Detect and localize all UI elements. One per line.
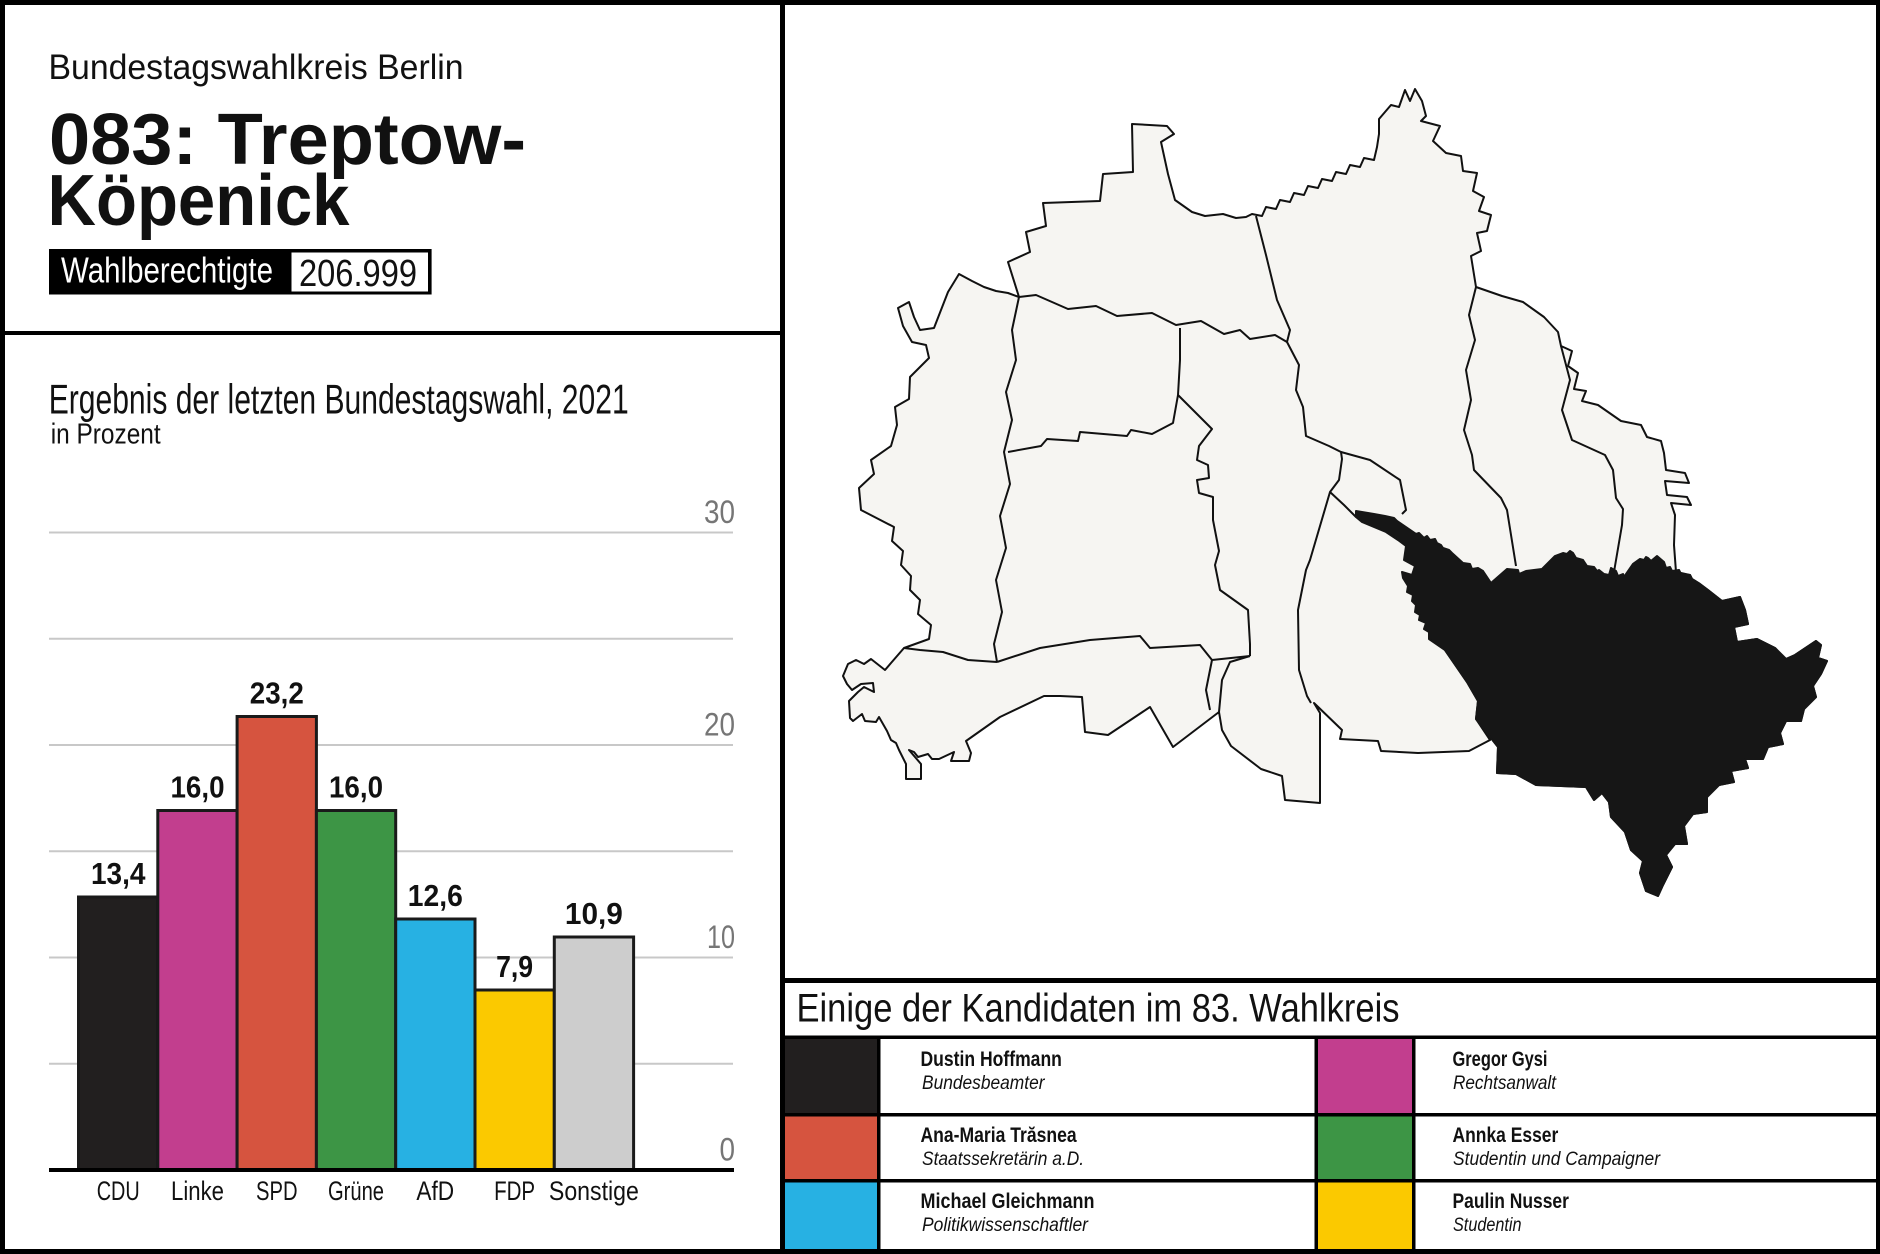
svg-text:Bundestagswahlkreis Berlin: Bundestagswahlkreis Berlin (49, 48, 464, 87)
svg-text:Sonstige: Sonstige (549, 1176, 639, 1206)
svg-text:10: 10 (707, 919, 735, 955)
svg-text:Grüne: Grüne (328, 1176, 384, 1206)
svg-text:Ana-Maria Trăsnea: Ana-Maria Trăsnea (921, 1123, 1078, 1147)
svg-text:13,4: 13,4 (91, 856, 146, 891)
svg-text:Bundesbeamter: Bundesbeamter (922, 1072, 1046, 1094)
svg-text:7,9: 7,9 (496, 949, 533, 984)
svg-text:206.999: 206.999 (299, 252, 417, 294)
svg-text:10,9: 10,9 (565, 896, 623, 931)
svg-text:Gregor Gysi: Gregor Gysi (1453, 1047, 1548, 1071)
svg-text:16,0: 16,0 (329, 770, 383, 805)
svg-text:Staatssekretärin a.D.: Staatssekretärin a.D. (922, 1148, 1084, 1170)
svg-text:20: 20 (704, 707, 735, 743)
svg-text:23,2: 23,2 (250, 676, 304, 711)
svg-text:Rechtsanwalt: Rechtsanwalt (1453, 1072, 1557, 1094)
svg-text:in Prozent: in Prozent (51, 419, 161, 451)
svg-text:Studentin und Campaigner: Studentin und Campaigner (1453, 1148, 1661, 1170)
svg-text:SPD: SPD (256, 1176, 298, 1206)
svg-text:Annka Esser: Annka Esser (1453, 1123, 1559, 1147)
svg-text:0: 0 (720, 1132, 736, 1168)
svg-text:AfD: AfD (416, 1176, 454, 1206)
svg-text:Michael Gleichmann: Michael Gleichmann (921, 1189, 1095, 1213)
svg-text:Linke: Linke (171, 1176, 224, 1206)
svg-text:Einige der Kandidaten im 83. W: Einige der Kandidaten im 83. Wahlkreis (797, 986, 1400, 1030)
svg-text:Ergebnis der letzten Bundestag: Ergebnis der letzten Bundestagswahl, 202… (49, 376, 629, 423)
svg-text:12,6: 12,6 (408, 878, 463, 913)
svg-text:FDP: FDP (494, 1176, 535, 1206)
svg-text:30: 30 (704, 494, 735, 530)
svg-text:16,0: 16,0 (171, 770, 225, 805)
svg-text:Dustin Hoffmann: Dustin Hoffmann (921, 1047, 1062, 1071)
svg-text:Köpenick: Köpenick (48, 161, 351, 241)
svg-text:Wahlberechtigte: Wahlberechtigte (61, 250, 273, 291)
svg-text:Politikwissenschaftler: Politikwissenschaftler (922, 1214, 1089, 1236)
svg-text:Paulin Nusser: Paulin Nusser (1453, 1189, 1570, 1213)
svg-text:CDU: CDU (97, 1176, 140, 1206)
svg-text:Studentin: Studentin (1453, 1214, 1522, 1236)
svg-text:083: Treptow-: 083: Treptow- (49, 100, 526, 180)
